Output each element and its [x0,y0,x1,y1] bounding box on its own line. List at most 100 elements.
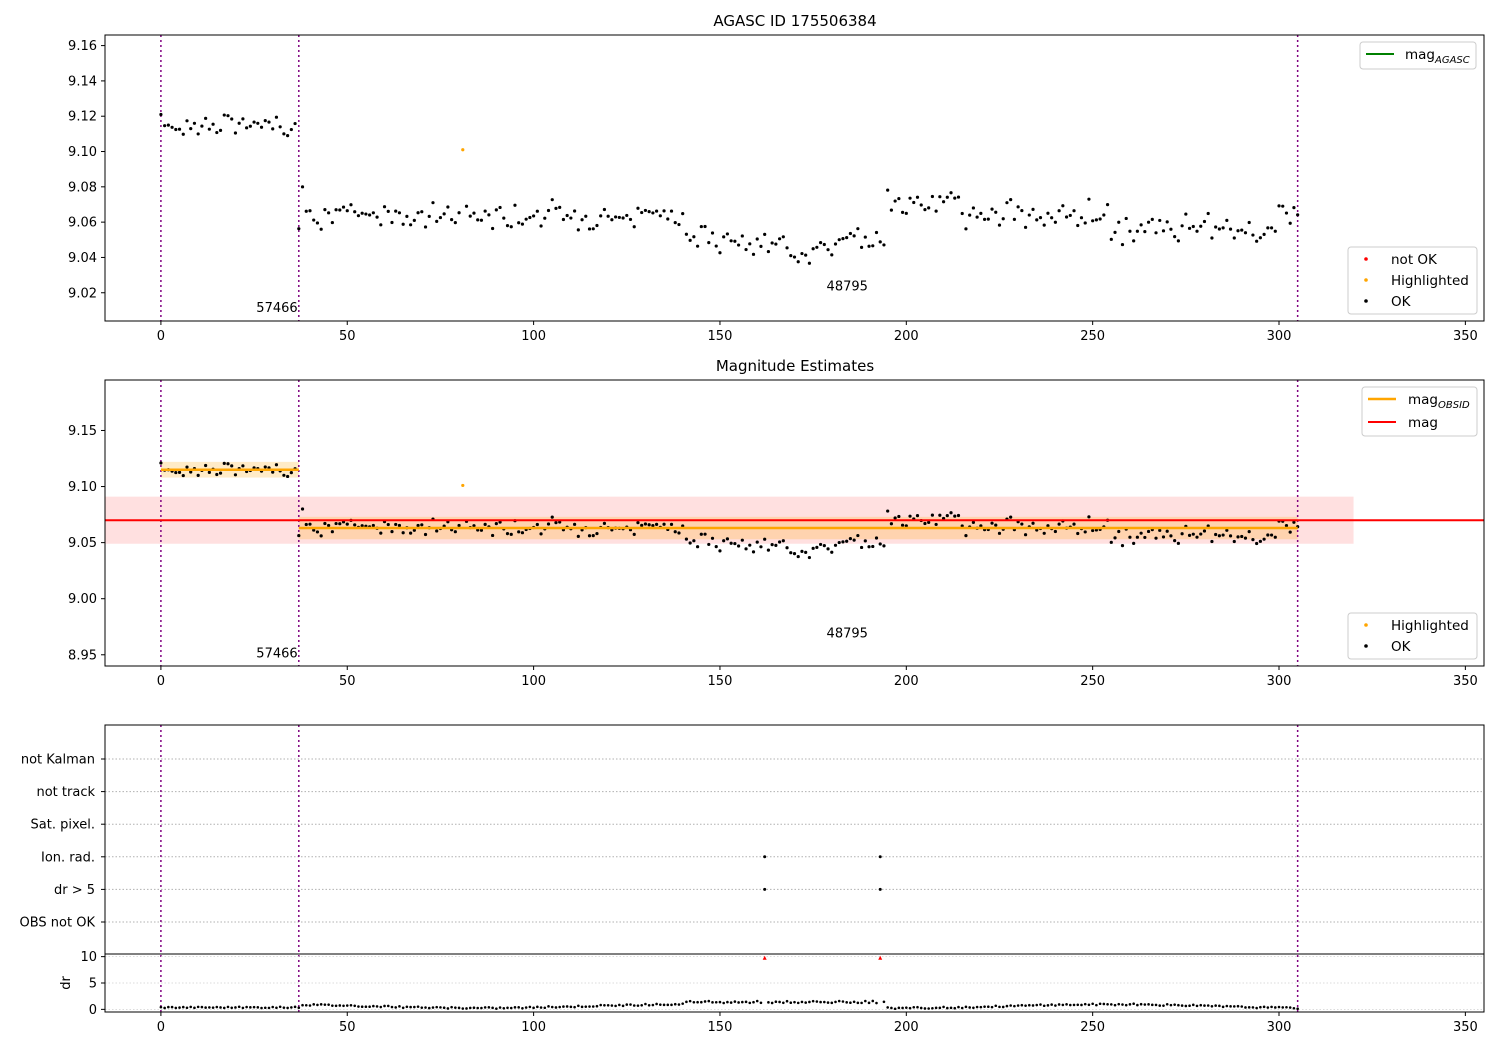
ok-point [315,530,320,534]
panel1-y-ticks: 9.02 9.04 9.06 9.08 9.10 9.12 9.14 9.16 [68,39,105,301]
dr-ytick-label-5: 5 [89,977,97,992]
dr-point [912,1005,916,1009]
dr-point [1005,1004,1009,1008]
dr-point [908,1006,912,1010]
ok-point [1236,535,1240,539]
ok-point [1251,233,1255,237]
dr-point [793,1000,796,1004]
dr-point [506,1006,509,1010]
dr-point [498,1006,502,1009]
ok-point [1009,198,1013,202]
ok-point [1165,220,1169,224]
dr-point [364,1005,368,1009]
dr-point [726,1000,729,1004]
dr-point [539,1006,543,1009]
legend-ok-marker [1364,299,1368,303]
dr-point [767,1001,770,1004]
panel1-legend-top: magAGASC [1359,41,1477,70]
ok-point [565,213,569,218]
ok-point [1281,204,1285,208]
ok-point [304,209,308,213]
ok-point [200,124,204,128]
ok-point [822,544,826,548]
dr-point [703,1000,707,1003]
ok-point [1225,528,1229,532]
ok-point [927,206,931,210]
dr-point [953,1006,957,1010]
dr-point [446,1007,450,1010]
ok-point [412,218,416,222]
ok-point [759,244,763,248]
legend-not-ok-label: not OK [1391,252,1438,268]
dr-point [651,1003,655,1007]
ok-point [867,244,871,248]
ok-point [889,522,894,526]
ok-point [662,522,666,526]
ok-point [882,544,886,548]
ok-point [1273,229,1277,233]
dr-point [1016,1004,1020,1007]
dr-point [465,1007,468,1010]
ok-point [1143,229,1147,234]
ok-point [841,237,845,241]
dr-point [174,1006,178,1010]
dr-point [737,1001,740,1004]
ok-point [714,244,718,248]
ok-point [770,241,774,245]
ok-point [1038,216,1043,220]
ok-point [528,215,532,220]
dr-clipped-marker [762,955,767,960]
ok-point [777,540,782,544]
ok-point [1154,536,1158,540]
ok-point [438,215,443,220]
dr-point [1225,1004,1229,1008]
ok-point [897,514,901,519]
ok-point [695,545,700,549]
ok-point [1269,226,1274,230]
dr-point [666,1003,670,1007]
ok-point [722,235,726,239]
ok-point [722,539,726,543]
ok-point [919,203,923,207]
dr-point [1143,1003,1147,1006]
ok-point [710,231,715,235]
ok-point [781,235,785,239]
ok-point [1187,533,1192,537]
ok-point [886,509,890,513]
ok-point [997,223,1002,227]
ok-point [837,238,841,242]
dr-point [577,1004,580,1008]
dr-point [357,1005,360,1008]
ok-point [1091,219,1095,223]
ok-point [777,237,782,241]
ok-point [904,211,908,215]
ok-point [647,210,651,214]
ok-point [278,125,282,129]
dr-point [655,1002,658,1006]
dr-point [905,1006,908,1009]
panel3-x-tick-label-200: 200 [894,1020,919,1035]
dr-axis-label: dr [59,976,74,990]
dr-point [1147,1003,1150,1006]
panel1-title: AGASC ID 175506384 [713,12,876,30]
legend-highlighted-label: Highlighted [1391,273,1469,289]
legend-mag-obsid-label: mag [1408,392,1438,408]
legend-mag-agasc-sub: AGASC [1434,55,1470,66]
panel1-x-tick-label-300: 300 [1267,329,1292,344]
legend-ok-label: OK [1391,294,1412,310]
ok-point [900,210,905,214]
ok-point [1284,524,1289,528]
ok-point [938,195,942,199]
legend-not-ok-marker [1364,257,1368,261]
dr-point [230,1006,234,1010]
ok-point [643,208,648,213]
ok-point [457,523,461,528]
ok-point [282,132,286,136]
ok-point [368,213,372,217]
obs-label-48795: 48795 [827,280,868,295]
ok-point [949,191,953,195]
ok-point [1173,539,1177,543]
dr-point [323,1003,327,1006]
dr-point [670,1003,673,1007]
ok-point [934,209,938,213]
